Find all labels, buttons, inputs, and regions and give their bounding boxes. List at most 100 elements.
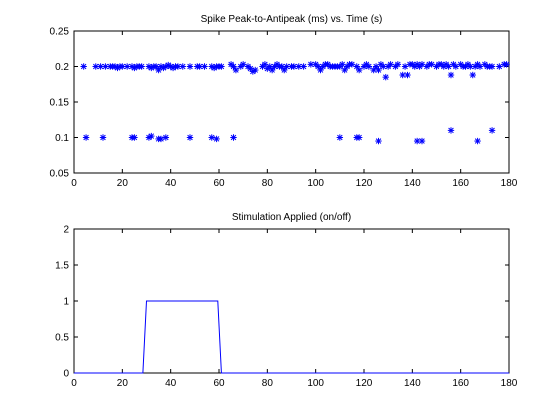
stimulation-line-axes: Stimulation Applied (on/off) 0 20 40 60 80 10… — [55, 212, 518, 389]
axis-ticks: 0 20 40 60 80 100 120 140 160 180 0 0.5 1 1.5 2 — [55, 225, 518, 390]
x-tick-label: 40 — [165, 178, 177, 189]
data-point — [314, 63, 322, 70]
data-point — [375, 66, 382, 74]
data-point — [476, 63, 484, 70]
data-point — [131, 134, 138, 141]
data-point — [232, 66, 240, 74]
data-point — [138, 63, 145, 70]
data-point — [418, 61, 426, 68]
x-tick-label: 120 — [356, 178, 373, 189]
data-point — [372, 63, 380, 70]
chart-title: Spike Peak-to-Antipeak (ms) vs. Time (s) — [201, 14, 383, 25]
x-tick-label: 160 — [452, 178, 469, 189]
x-tick-label: 40 — [165, 378, 177, 389]
y-tick-label: 2 — [63, 225, 69, 236]
data-point — [339, 61, 346, 68]
data-point — [447, 71, 455, 79]
data-series — [74, 300, 509, 374]
data-point — [452, 63, 460, 70]
data-point — [186, 63, 194, 70]
y-tick-label: 1.5 — [55, 261, 69, 272]
data-point — [336, 134, 344, 141]
data-point — [281, 66, 288, 74]
data-point — [230, 63, 237, 70]
data-point — [341, 66, 348, 74]
data-point — [148, 132, 155, 140]
data-point — [488, 127, 496, 134]
data-point — [488, 63, 496, 70]
series-line — [74, 300, 509, 374]
data-point — [230, 134, 237, 141]
data-point — [162, 134, 170, 141]
x-tick-label: 0 — [71, 378, 77, 389]
data-point — [404, 71, 411, 79]
x-tick-label: 60 — [213, 178, 225, 189]
x-tick-label: 100 — [307, 178, 324, 189]
data-point — [186, 134, 194, 141]
data-point — [445, 63, 452, 70]
data-point — [503, 61, 510, 68]
data-point — [394, 61, 402, 68]
data-point — [155, 66, 162, 74]
x-tick-label: 120 — [356, 378, 373, 389]
data-point — [317, 66, 324, 74]
data-point — [152, 63, 160, 70]
y-tick-label: 0.15 — [50, 98, 70, 109]
data-point — [82, 134, 90, 141]
data-point — [300, 63, 307, 70]
data-point — [239, 61, 247, 68]
x-tick-label: 160 — [452, 378, 469, 389]
spike-scatter-axes: Spike Peak-to-Antipeak (ms) vs. Time (s)… — [50, 14, 518, 189]
data-point — [355, 66, 363, 74]
data-point — [268, 66, 276, 74]
data-point — [474, 137, 481, 145]
x-tick-label: 60 — [213, 378, 225, 389]
data-series — [80, 61, 510, 145]
data-point — [382, 73, 389, 81]
y-tick-label: 0.1 — [55, 133, 69, 144]
x-tick-label: 80 — [262, 178, 274, 189]
x-tick-label: 80 — [262, 378, 274, 389]
data-point — [97, 63, 104, 70]
data-point — [348, 61, 356, 68]
x-tick-label: 180 — [501, 378, 518, 389]
data-point — [469, 71, 476, 79]
data-point — [447, 127, 455, 134]
data-point — [208, 134, 215, 141]
data-point — [413, 137, 421, 145]
data-point — [353, 63, 360, 70]
axis-ticks: 0 20 40 60 80 100 120 140 160 180 0.05 0.1 0.15 0.2 0.… — [50, 27, 518, 190]
x-tick-label: 180 — [501, 178, 518, 189]
x-tick-label: 20 — [117, 378, 129, 389]
y-tick-label: 1 — [63, 297, 69, 308]
data-point — [418, 137, 426, 145]
data-point — [157, 135, 165, 143]
x-tick-label: 100 — [307, 378, 324, 389]
data-point — [80, 63, 87, 70]
x-tick-label: 0 — [71, 178, 77, 189]
data-point — [428, 61, 435, 68]
data-point — [213, 135, 220, 143]
data-point — [401, 63, 409, 70]
chart-title: Stimulation Applied (on/off) — [232, 212, 351, 223]
data-point — [387, 61, 394, 68]
y-tick-label: 0.25 — [50, 27, 70, 38]
y-tick-label: 0.5 — [55, 333, 69, 344]
y-tick-label: 0.05 — [50, 169, 70, 180]
x-tick-label: 140 — [404, 178, 421, 189]
data-point — [218, 63, 225, 70]
data-point — [123, 63, 131, 70]
data-point — [496, 63, 503, 70]
data-point — [375, 137, 382, 145]
data-point — [201, 63, 208, 70]
x-tick-label: 140 — [404, 378, 421, 389]
data-point — [252, 66, 259, 74]
y-tick-label: 0 — [63, 369, 69, 380]
data-point — [355, 134, 363, 141]
x-tick-label: 20 — [117, 178, 129, 189]
y-tick-label: 0.2 — [55, 62, 69, 73]
data-point — [365, 63, 373, 70]
data-point — [179, 63, 186, 70]
